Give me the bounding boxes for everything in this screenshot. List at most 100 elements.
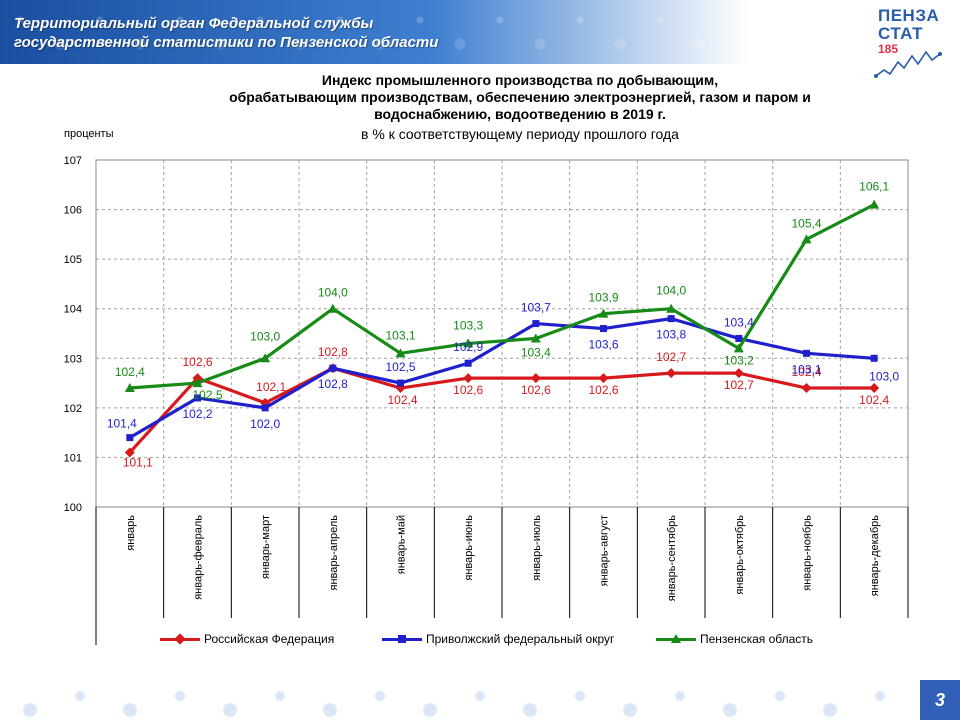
data-point-square — [735, 334, 743, 342]
data-point-triangle — [260, 353, 271, 363]
data-label: 103,0 — [869, 369, 899, 383]
data-label: 102,6 — [588, 383, 618, 397]
y-tick-label: 105 — [64, 254, 82, 266]
data-label: 102,8 — [318, 377, 348, 391]
legend-label-penza: Пензенская область — [700, 632, 814, 646]
logo-line1: ПЕНЗА — [878, 6, 940, 25]
chart-title-line1: Индекс промышленного производства по доб… — [321, 72, 719, 88]
triangle-marker-icon — [671, 634, 681, 643]
y-tick-label: 107 — [64, 155, 82, 167]
chart-title-line3: водоснабжению, водоотведению в 2019 г. — [374, 106, 666, 122]
data-point-square — [464, 359, 472, 367]
data-label: 106,1 — [859, 180, 889, 194]
data-label: 102,4 — [791, 365, 821, 379]
y-tick-label: 101 — [64, 452, 82, 464]
x-tick-label: январь-август — [599, 515, 611, 586]
data-label: 102,7 — [656, 350, 686, 364]
y-tick-label: 106 — [64, 205, 82, 217]
page-number: 3 — [920, 680, 960, 720]
data-label: 103,4 — [724, 315, 754, 329]
legend-label-rf: Российская Федерация — [204, 632, 335, 646]
data-point-triangle — [666, 303, 677, 313]
data-point-diamond — [666, 368, 677, 379]
y-tick-label: 100 — [64, 502, 82, 514]
y-tick-label: 104 — [64, 304, 82, 316]
data-point-triangle — [124, 383, 135, 393]
x-tick-label: январь-июнь — [463, 515, 475, 581]
data-point-square — [667, 315, 675, 323]
chart-title-line2: обрабатывающим производствам, обеспечени… — [229, 89, 811, 105]
data-point-square — [870, 354, 878, 362]
data-point-diamond — [124, 447, 135, 458]
legend-swatch-rf — [160, 633, 200, 645]
data-label: 103,0 — [250, 329, 280, 343]
data-label: 101,1 — [123, 455, 153, 469]
series-line-2 — [129, 203, 875, 390]
data-point-diamond — [801, 383, 812, 394]
logo-line2: СТАТ — [878, 24, 923, 43]
org-title-line1: Территориальный орган Федеральной службы — [14, 15, 374, 32]
data-point-square — [261, 404, 269, 412]
data-point-diamond — [733, 368, 744, 379]
x-tick-label: январь-декабрь — [869, 515, 881, 597]
data-label: 103,2 — [724, 353, 754, 367]
data-label: 102,6 — [182, 355, 212, 369]
diamond-marker-icon — [174, 633, 186, 645]
data-point-square — [803, 349, 810, 357]
data-point-diamond — [869, 383, 880, 394]
data-label: 102,5 — [385, 360, 415, 374]
y-axis-label: проценты — [64, 128, 114, 140]
data-label: 103,4 — [521, 345, 551, 359]
data-label: 103,9 — [588, 291, 618, 305]
data-label: 102,1 — [256, 380, 286, 394]
data-label: 102,6 — [521, 383, 551, 397]
data-label: 102,4 — [859, 393, 889, 407]
data-label: 101,4 — [107, 417, 137, 431]
data-point-triangle — [733, 343, 744, 353]
x-tick-label: январь-сентябрь — [666, 515, 678, 601]
data-point-diamond — [463, 373, 474, 384]
data-point-square — [329, 364, 337, 372]
data-point-triangle — [395, 348, 406, 358]
data-point-square — [126, 434, 134, 442]
x-tick-label: январь-ноябрь — [802, 515, 814, 591]
legend-item-penza: Пензенская область — [656, 632, 813, 646]
data-label: 102,8 — [318, 345, 348, 359]
logo-line3: 185 — [878, 42, 899, 56]
legend-swatch-pfo — [382, 633, 422, 645]
series-line-1 — [129, 317, 875, 439]
data-point-square — [600, 325, 607, 333]
data-label: 102,4 — [115, 365, 145, 379]
data-label: 103,6 — [588, 338, 618, 352]
data-label: 104,0 — [318, 286, 348, 300]
data-point-triangle — [598, 308, 609, 318]
data-label: 102,6 — [453, 383, 483, 397]
data-label: 103,8 — [656, 328, 686, 342]
header-band — [0, 0, 960, 64]
data-point-triangle — [327, 303, 338, 313]
data-label: 102,2 — [182, 407, 212, 421]
square-marker-icon — [398, 635, 406, 643]
chart-subtitle: в % к соответствующему периоду прошлого … — [361, 126, 679, 142]
header-pattern — [0, 0, 960, 64]
data-point-diamond — [530, 373, 541, 384]
chart-legend: Российская Федерация Приволжский федерал… — [160, 632, 840, 652]
org-title-line2: государственной статистики по Пензенской… — [14, 34, 439, 51]
logo-zigzag-icon — [874, 50, 942, 78]
data-point-square — [397, 379, 404, 387]
x-tick-label: январь-июль — [531, 515, 543, 581]
data-point-triangle — [192, 378, 203, 388]
data-point-diamond — [598, 373, 609, 384]
x-tick-label: январь-октябрь — [734, 515, 746, 595]
x-tick-label: январь-апрель — [328, 515, 340, 591]
data-point-triangle — [530, 333, 541, 343]
series-line-0 — [128, 366, 875, 454]
x-tick-label: январь-май — [396, 515, 408, 574]
data-point-triangle — [463, 338, 474, 348]
y-tick-label: 102 — [64, 403, 82, 415]
data-point-square — [194, 394, 201, 402]
data-label: 102,9 — [453, 340, 483, 354]
legend-label-pfo: Приволжский федеральный округ — [426, 632, 615, 646]
legend-item-rf: Российская Федерация — [160, 632, 334, 646]
